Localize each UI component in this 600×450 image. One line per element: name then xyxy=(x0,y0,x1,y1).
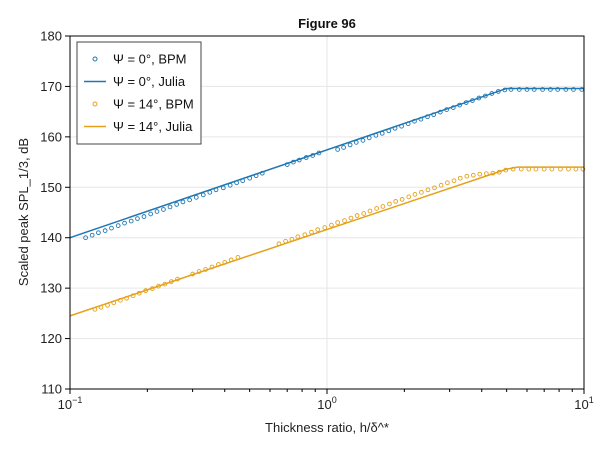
data-point xyxy=(148,211,154,217)
data-point xyxy=(128,218,134,224)
data-point xyxy=(516,87,522,92)
data-point xyxy=(457,175,463,181)
data-point xyxy=(470,172,476,178)
data-point xyxy=(374,206,379,211)
y-axis-label: Scaled peak SPL_1/3, dB xyxy=(16,138,31,286)
data-point xyxy=(348,215,354,221)
series-line xyxy=(69,166,584,317)
data-point xyxy=(193,195,199,200)
y-tick-label: 130 xyxy=(40,281,62,296)
data-point xyxy=(89,232,95,238)
legend-swatch-marker xyxy=(92,101,98,107)
y-tick-label: 180 xyxy=(40,29,62,44)
data-point xyxy=(360,138,366,143)
x-tick-label: 101 xyxy=(574,395,593,412)
data-point xyxy=(135,216,140,221)
series-1 xyxy=(69,87,584,239)
legend-item-0: Ψ = 0°, BPM xyxy=(92,52,187,67)
data-point xyxy=(187,197,192,203)
y-tick-label: 110 xyxy=(41,382,62,397)
data-point xyxy=(167,204,173,210)
y-tick-label: 120 xyxy=(40,331,62,346)
data-point xyxy=(571,87,576,92)
legend-label: Ψ = 0°, Julia xyxy=(113,74,186,89)
chart-title: Figure 96 xyxy=(298,16,356,31)
data-point xyxy=(464,173,470,179)
data-point xyxy=(200,192,206,198)
data-point xyxy=(555,87,561,92)
data-point xyxy=(445,180,450,186)
data-point xyxy=(477,171,483,177)
legend-label: Ψ = 0°, BPM xyxy=(113,52,187,67)
data-point xyxy=(154,209,160,214)
legend-label: Ψ = 14°, BPM xyxy=(113,97,194,112)
data-point xyxy=(380,204,386,209)
data-point xyxy=(438,182,444,188)
data-point xyxy=(109,225,114,231)
data-point xyxy=(399,197,405,202)
data-point xyxy=(367,208,373,214)
y-tick-label: 160 xyxy=(40,129,62,144)
data-point xyxy=(122,220,127,226)
data-point xyxy=(342,218,347,223)
data-point xyxy=(563,87,569,92)
data-point xyxy=(451,178,457,184)
data-point xyxy=(329,222,334,228)
data-point xyxy=(548,87,553,92)
data-point xyxy=(174,202,179,207)
x-tick-label: 100 xyxy=(317,395,336,412)
data-point xyxy=(412,192,418,197)
legend-label: Ψ = 14°, Julia xyxy=(113,119,193,134)
y-tick-label: 140 xyxy=(40,230,62,245)
grid xyxy=(70,36,584,389)
ticks: 110 120 130 140 150 160 170 180 10−1 100 101 xyxy=(40,29,593,413)
series-line xyxy=(69,87,584,239)
data-point xyxy=(540,87,545,92)
x-tick-label: 10−1 xyxy=(58,395,83,412)
data-point xyxy=(393,199,399,204)
data-point xyxy=(141,214,147,219)
legend-item-3: Ψ = 14°, Julia xyxy=(84,119,193,134)
data-point xyxy=(341,145,346,150)
data-point xyxy=(361,211,367,216)
data-point xyxy=(508,87,514,92)
data-point xyxy=(347,142,353,148)
legend-item-1: Ψ = 0°, Julia xyxy=(84,74,186,89)
series-3 xyxy=(69,166,584,317)
legend-swatch-marker xyxy=(92,56,98,62)
data-point xyxy=(354,213,360,218)
legend: Ψ = 0°, BPM Ψ = 0°, Julia Ψ = 14°, BPM Ψ = … xyxy=(76,41,202,145)
legend-item-2: Ψ = 14°, BPM xyxy=(92,97,194,112)
data-point xyxy=(432,185,437,191)
data-point xyxy=(180,199,186,205)
x-axis-label: Thickness ratio, h/δ^* xyxy=(265,420,389,435)
data-point xyxy=(419,189,424,195)
series-layer xyxy=(69,87,586,317)
data-point xyxy=(524,87,530,92)
data-point xyxy=(387,201,392,207)
data-point xyxy=(115,223,121,228)
data-point xyxy=(102,228,108,233)
data-point xyxy=(406,194,412,200)
data-point xyxy=(531,87,537,92)
data-point xyxy=(96,230,101,236)
y-tick-label: 150 xyxy=(40,180,62,195)
y-tick-label: 170 xyxy=(40,79,62,94)
data-point xyxy=(161,207,166,212)
data-point xyxy=(335,220,340,225)
data-point xyxy=(83,235,88,241)
data-point xyxy=(425,187,431,193)
data-point xyxy=(315,227,321,232)
data-point xyxy=(335,147,340,152)
